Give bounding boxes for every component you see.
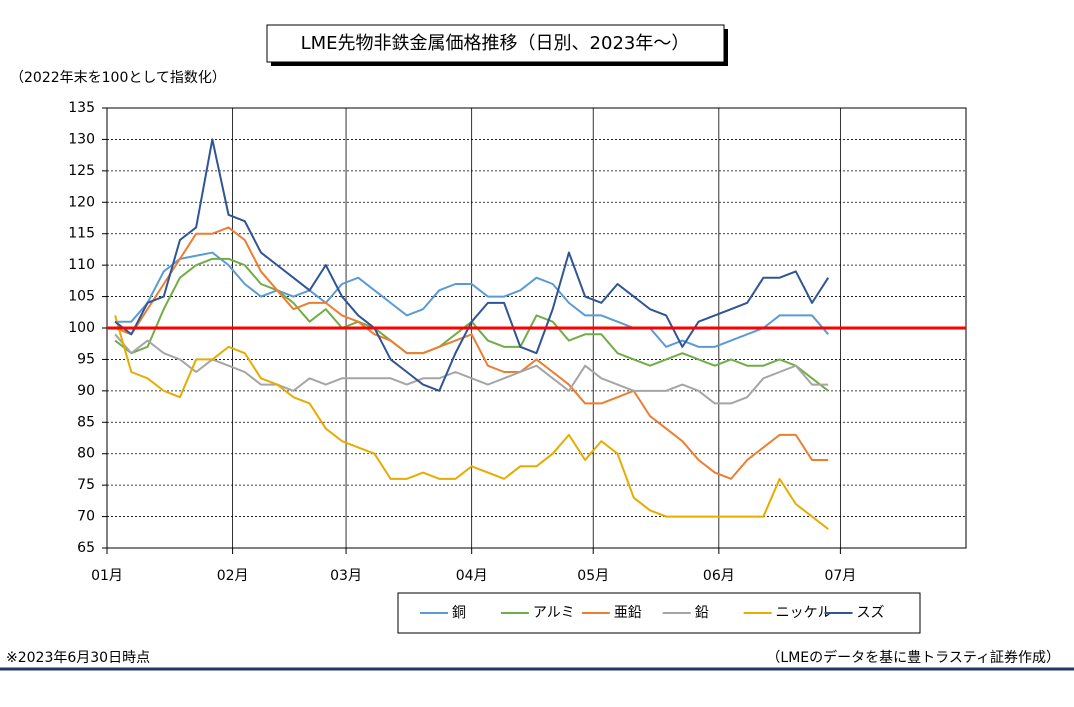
y-tick-label: 100 xyxy=(68,320,95,336)
y-tick-label: 85 xyxy=(77,414,95,430)
y-tick-label: 105 xyxy=(68,289,95,305)
y-axis-label: （2022年末を100として指数化） xyxy=(10,70,226,86)
legend-label: スズ xyxy=(857,605,885,621)
chart-title: LME先物非鉄金属価格推移（日別、2023年～） xyxy=(301,33,690,54)
series-line xyxy=(114,315,829,530)
y-tick-label: 95 xyxy=(77,351,95,367)
series-line xyxy=(114,226,829,480)
legend-label: 亜鉛 xyxy=(614,605,642,621)
legend-label: 鉛 xyxy=(695,605,709,621)
x-tick-label: 03月 xyxy=(330,568,362,584)
footnote: ※2023年6月30日時点 xyxy=(6,650,150,666)
y-tick-label: 90 xyxy=(77,383,95,399)
series-line xyxy=(114,333,829,405)
y-tick-label: 135 xyxy=(68,100,95,116)
y-tick-label: 110 xyxy=(68,257,95,273)
series-line xyxy=(114,138,830,392)
title-box xyxy=(266,24,725,63)
x-tick-label: 01月 xyxy=(91,568,123,584)
y-tick-label: 65 xyxy=(77,540,95,556)
y-tick-label: 115 xyxy=(68,226,95,242)
y-tick-label: 80 xyxy=(77,446,95,462)
x-tick-label: 02月 xyxy=(217,568,249,584)
x-tick-label: 04月 xyxy=(456,568,488,584)
y-tick-label: 75 xyxy=(77,477,95,493)
source: （LMEのデータを基に豊トラスティ証券作成） xyxy=(766,649,1060,666)
y-tick-label: 70 xyxy=(77,509,95,525)
legend-label: アルミ xyxy=(533,605,575,621)
legend-label: ニッケル xyxy=(776,605,832,621)
y-tick-label: 130 xyxy=(68,131,95,147)
series-line xyxy=(115,251,829,348)
y-tick-label: 125 xyxy=(68,163,95,179)
y-tick-label: 120 xyxy=(68,194,95,210)
x-tick-label: 06月 xyxy=(703,568,735,584)
x-tick-label: 05月 xyxy=(577,568,609,584)
x-tick-label: 07月 xyxy=(824,568,856,584)
legend-label: 銅 xyxy=(452,605,466,621)
